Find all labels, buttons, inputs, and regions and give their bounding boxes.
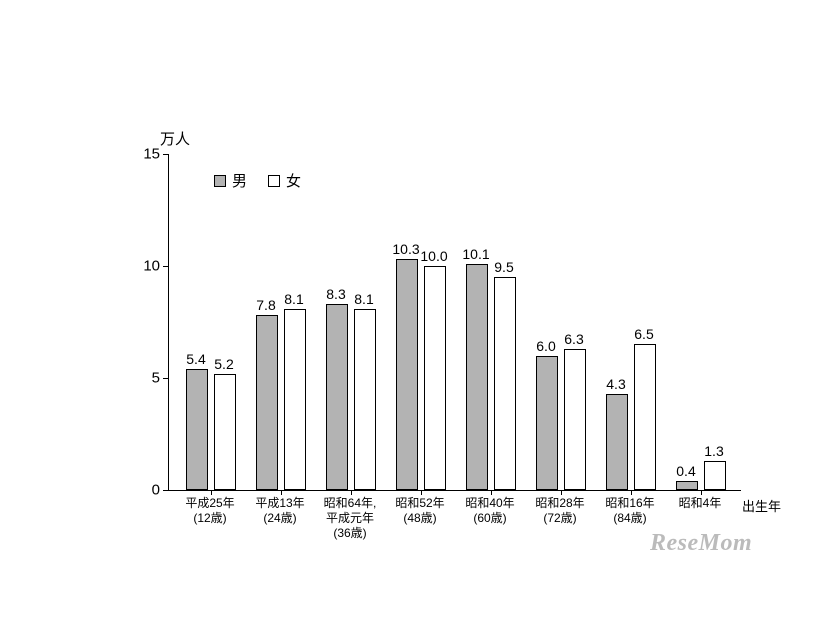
y-tick-mark (163, 266, 169, 267)
bar-male (326, 304, 348, 490)
legend-swatch-female (268, 175, 280, 187)
y-tick-label: 15 (0, 146, 160, 163)
plot-area (168, 154, 741, 491)
bar-female (634, 344, 656, 490)
value-label-female: 6.5 (634, 326, 653, 342)
watermark: ReseMom (650, 530, 752, 557)
y-tick-mark (163, 378, 169, 379)
value-label-male: 10.1 (462, 246, 489, 262)
category-label: 平成13年 (24歳) (255, 496, 304, 526)
bar-male (536, 356, 558, 490)
x-tick (561, 490, 562, 495)
category-label: 昭和40年 (60歳) (465, 496, 514, 526)
bar-male (256, 315, 278, 490)
y-tick-label: 10 (0, 258, 160, 275)
value-label-male: 5.4 (186, 351, 205, 367)
value-label-male: 7.8 (256, 297, 275, 313)
y-axis-unit: 万人 (160, 128, 190, 149)
x-tick (631, 490, 632, 495)
value-label-female: 8.1 (354, 291, 373, 307)
y-tick-label: 0 (0, 482, 160, 499)
legend-female: 女 (268, 170, 301, 191)
bar-female (494, 277, 516, 490)
bar-female (284, 309, 306, 490)
bar-female (424, 266, 446, 490)
category-label: 昭和28年 (72歳) (535, 496, 584, 526)
value-label-male: 4.3 (606, 376, 625, 392)
value-label-female: 8.1 (284, 291, 303, 307)
bar-male (396, 259, 418, 490)
category-label: 昭和4年 (679, 496, 722, 511)
y-tick-mark (163, 154, 169, 155)
legend-male: 男 (214, 170, 247, 191)
value-label-female: 6.3 (564, 331, 583, 347)
legend-swatch-male (214, 175, 226, 187)
value-label-female: 1.3 (704, 443, 723, 459)
value-label-male: 8.3 (326, 286, 345, 302)
value-label-female: 9.5 (494, 259, 513, 275)
category-label: 昭和64年, 平成元年 (36歳) (324, 496, 377, 541)
category-label: 昭和16年 (84歳) (605, 496, 654, 526)
bar-female (354, 309, 376, 490)
bar-female (704, 461, 726, 490)
x-tick (421, 490, 422, 495)
x-tick (701, 490, 702, 495)
bar-male (606, 394, 628, 490)
value-label-male: 6.0 (536, 338, 555, 354)
y-tick-label: 5 (0, 370, 160, 387)
value-label-female: 10.0 (420, 248, 447, 264)
bar-female (214, 374, 236, 490)
legend-label-male: 男 (232, 170, 247, 191)
y-tick-mark (163, 490, 169, 491)
x-tick (491, 490, 492, 495)
x-tick (351, 490, 352, 495)
value-label-female: 5.2 (214, 356, 233, 372)
bar-male (466, 264, 488, 490)
category-label: 昭和52年 (48歳) (395, 496, 444, 526)
x-tick (281, 490, 282, 495)
x-axis-unit: 出生年 (742, 496, 826, 515)
bar-male (186, 369, 208, 490)
value-label-male: 0.4 (676, 463, 695, 479)
x-tick (211, 490, 212, 495)
category-label: 平成25年 (12歳) (185, 496, 234, 526)
legend-label-female: 女 (286, 170, 301, 191)
value-label-male: 10.3 (392, 241, 419, 257)
bar-male (676, 481, 698, 490)
bar-female (564, 349, 586, 490)
